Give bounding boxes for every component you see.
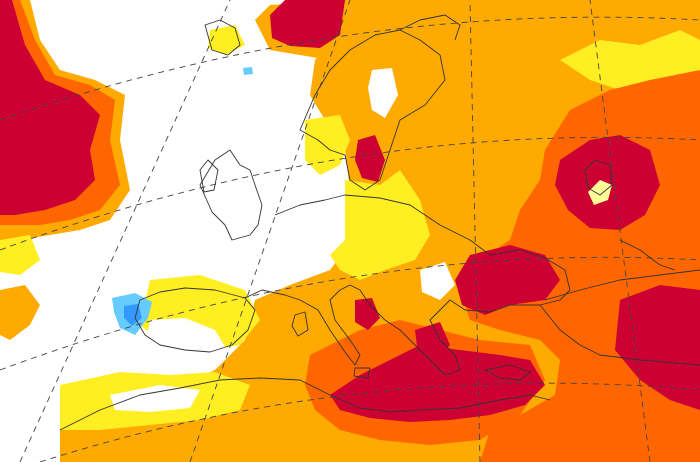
anomaly-zone-white-scandinavia [368, 68, 398, 118]
anomaly-zone-yellow-north-patch [208, 25, 245, 55]
anomaly-zone-crimson-mediterranean [330, 345, 545, 422]
anomaly-zone-crimson-italy [355, 298, 380, 330]
anomaly-zone-crimson-greece [415, 322, 450, 362]
anomaly-zone-crimson-black-sea [455, 245, 560, 315]
anomaly-zone-white-balkans [420, 262, 455, 300]
anomaly-zone-crimson-russia [555, 135, 660, 230]
anomaly-zone-white-north-africa [110, 385, 200, 412]
anomaly-zone-crimson-middle-east [615, 285, 700, 410]
anomaly-zone-light-yellow-russia [588, 180, 612, 205]
anomaly-zone-crimson-greenland [270, 0, 345, 48]
anomaly-zone-crimson-atlantic [0, 0, 100, 215]
anomaly-zone-crimson-baltic [355, 135, 385, 182]
anomaly-zone-yellow-scandinavia [305, 115, 350, 175]
anomaly-zone-white-iberia [145, 318, 230, 365]
anomaly-zone-yellow-central-europe [330, 170, 430, 280]
anomaly-zone-yellow-west-patch [0, 235, 40, 275]
anomaly-zone-light-blue-north [243, 67, 253, 75]
coastline-outline [59, 14, 700, 431]
anomaly-zone-orange-sw [0, 285, 40, 340]
